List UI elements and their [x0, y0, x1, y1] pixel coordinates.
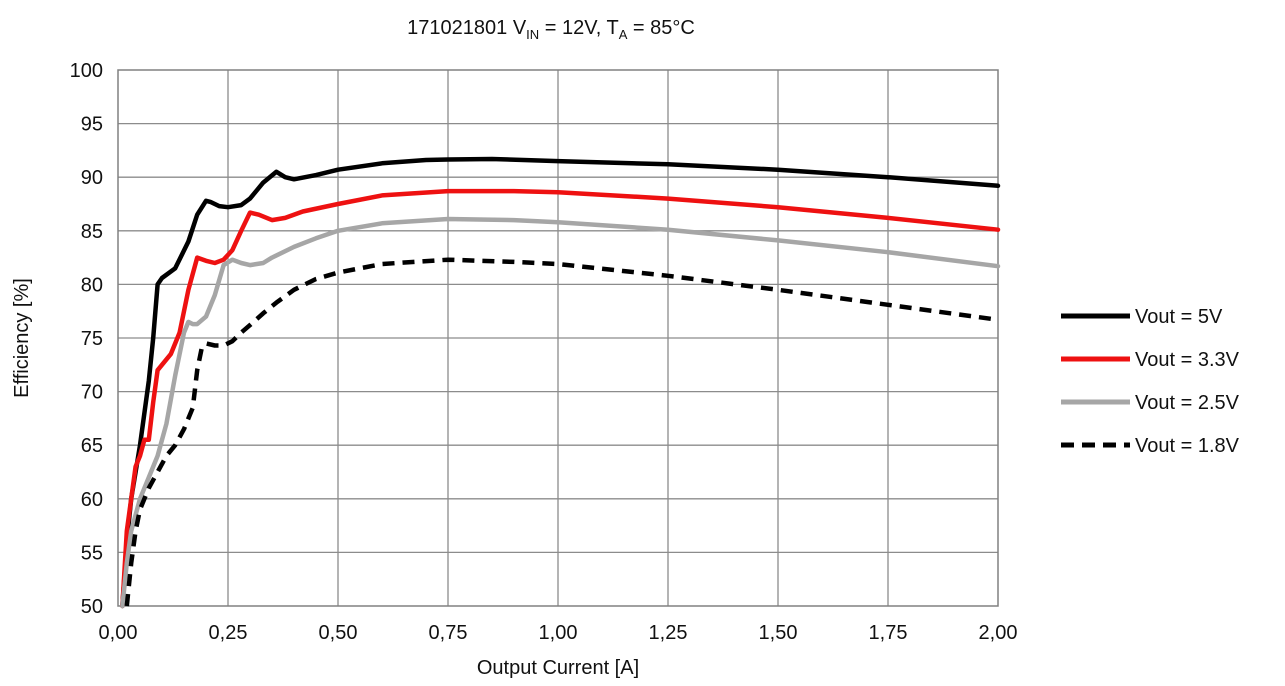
y-tick-label: 75	[81, 328, 103, 350]
y-tick-label: 85	[81, 221, 103, 243]
x-tick-label: 1,75	[869, 622, 908, 644]
series-line-4	[124, 257, 999, 607]
grid	[118, 70, 998, 606]
legend: Vout = 5V Vout = 3.3V Vout = 2.5V Vout = 1.…	[1061, 306, 1240, 457]
x-tick-label: 0,75	[429, 622, 468, 644]
y-tick-label: 60	[81, 489, 103, 511]
series-layer	[120, 156, 1001, 609]
x-tick-label: 0,00	[99, 622, 138, 644]
y-tick-label: 70	[81, 382, 103, 404]
y-tick-label: 80	[81, 274, 103, 296]
series-line-2	[120, 188, 1001, 609]
y-tick-label: 95	[81, 114, 103, 136]
x-tick-label: 1,25	[649, 622, 688, 644]
series-line-1	[120, 156, 1001, 609]
plot-area	[117, 69, 999, 607]
legend-label: Vout = 2.5V	[1135, 392, 1240, 414]
y-tick-label: 55	[81, 542, 103, 564]
x-tick-label: 2,00	[979, 622, 1018, 644]
x-tick-label: 1,50	[759, 622, 798, 644]
y-tick-label: 100	[70, 60, 103, 82]
y-tick-label: 65	[81, 435, 103, 457]
legend-label: Vout = 1.8V	[1135, 435, 1240, 457]
legend-label: Vout = 5V	[1135, 306, 1223, 328]
x-tick-label: 0,25	[209, 622, 248, 644]
y-axis-label: Efficiency [%]	[11, 278, 33, 398]
y-tick-label: 50	[81, 596, 103, 618]
series-line-3	[120, 216, 1001, 609]
y-tick-label: 90	[81, 167, 103, 189]
legend-label: Vout = 3.3V	[1135, 349, 1240, 371]
chart-title: 171021801 VIN = 12V, TA = 85°C	[407, 17, 695, 42]
tick-labels: 0,00 0,25 0,50 0,75 1,00 1,25 1,50 1,75 2,00 50 55…	[70, 60, 1018, 644]
x-tick-label: 0,50	[319, 622, 358, 644]
x-axis-label: Output Current [A]	[477, 657, 639, 679]
x-tick-label: 1,00	[539, 622, 578, 644]
